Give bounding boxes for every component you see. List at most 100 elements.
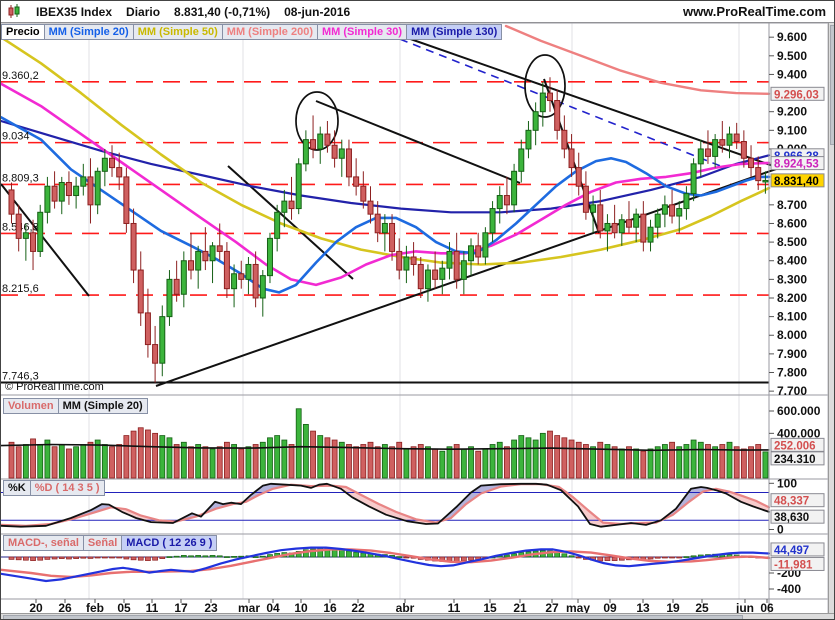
ellipse-annotation[interactable]	[524, 54, 566, 118]
macd-histogram-bar[interactable]	[597, 556, 604, 562]
candle[interactable]	[403, 256, 410, 271]
legend-item-mm-simple-20-[interactable]: MM (Simple 20)	[43, 24, 134, 40]
macd-histogram-bar[interactable]	[37, 556, 44, 561]
macd-histogram-bar[interactable]	[568, 555, 575, 558]
volume-bar[interactable]	[712, 446, 719, 479]
candle[interactable]	[94, 170, 101, 206]
macd-histogram-bar[interactable]	[396, 556, 403, 558]
macd-histogram-bar[interactable]	[202, 555, 209, 558]
volume-bar[interactable]	[188, 446, 194, 479]
candle[interactable]	[73, 185, 80, 197]
volume-bar[interactable]	[51, 446, 58, 479]
candle[interactable]	[274, 211, 281, 239]
candle[interactable]	[180, 260, 187, 295]
volume-bar[interactable]	[561, 437, 568, 479]
candle[interactable]	[525, 129, 532, 150]
candle[interactable]	[195, 250, 202, 271]
candle[interactable]	[65, 181, 72, 197]
candle[interactable]	[22, 232, 29, 239]
candle[interactable]	[266, 237, 273, 277]
macd-histogram-bar[interactable]	[690, 555, 697, 558]
macd-histogram-bar[interactable]	[224, 556, 230, 558]
candle[interactable]	[324, 133, 331, 146]
candle[interactable]	[159, 316, 166, 364]
macd-histogram-bar[interactable]	[460, 556, 467, 562]
volume-bar[interactable]	[101, 444, 108, 479]
candle[interactable]	[259, 275, 266, 299]
macd-histogram-bar[interactable]	[216, 555, 223, 558]
candle[interactable]	[482, 232, 489, 258]
volume-bar[interactable]	[310, 430, 316, 479]
volume-bar[interactable]	[180, 441, 187, 479]
candle[interactable]	[460, 260, 467, 280]
volume-bar[interactable]	[245, 446, 252, 479]
legend-item-mm-simple-130-[interactable]: MM (Simple 130)	[406, 24, 503, 40]
volume-bar[interactable]	[274, 435, 281, 479]
volume-bar[interactable]	[202, 446, 209, 479]
macd-histogram-bar[interactable]	[51, 556, 58, 560]
candle[interactable]	[432, 269, 439, 280]
volume-bar[interactable]	[166, 437, 173, 479]
macd-histogram-bar[interactable]	[683, 556, 690, 558]
volume-bar[interactable]	[482, 448, 489, 479]
macd-histogram-bar[interactable]	[611, 556, 618, 561]
candle[interactable]	[331, 144, 338, 159]
candle[interactable]	[511, 170, 518, 206]
macd-histogram-bar[interactable]	[130, 556, 137, 561]
volume-bar[interactable]	[683, 444, 690, 479]
volume-bar[interactable]	[22, 444, 29, 479]
volume-bar[interactable]	[267, 437, 273, 479]
volume-bar[interactable]	[137, 427, 144, 479]
legend-item-macd-12-26-9-[interactable]: MACD ( 12 26 9 )	[121, 535, 218, 551]
volume-bar[interactable]	[719, 444, 726, 479]
candle[interactable]	[697, 148, 704, 165]
macd-histogram-bar[interactable]	[58, 556, 65, 559]
legend-item-mm-simple-50-[interactable]: MM (Simple 50)	[132, 24, 223, 40]
trendline[interactable]	[155, 167, 780, 387]
macd-histogram-bar[interactable]	[310, 548, 316, 558]
volume-bar[interactable]	[547, 430, 553, 479]
macd-histogram-bar[interactable]	[346, 550, 352, 558]
volume-bar[interactable]	[525, 437, 532, 479]
macd-histogram-bar[interactable]	[195, 555, 202, 558]
candle[interactable]	[654, 213, 661, 228]
candle[interactable]	[317, 133, 324, 150]
candle[interactable]	[740, 141, 747, 159]
candle[interactable]	[503, 195, 510, 206]
candle[interactable]	[30, 232, 37, 252]
macd-histogram-bar[interactable]	[23, 556, 29, 561]
legend-item-mm-simple-30-[interactable]: MM (Simple 30)	[316, 24, 408, 40]
candle[interactable]	[446, 250, 453, 269]
macd-histogram-bar[interactable]	[101, 556, 108, 559]
volume-bar[interactable]	[654, 446, 661, 479]
macd-histogram-bar[interactable]	[166, 556, 173, 558]
candle[interactable]	[223, 250, 230, 290]
volume-bar[interactable]	[489, 444, 496, 479]
candle[interactable]	[353, 176, 360, 187]
candle[interactable]	[374, 213, 381, 234]
candle[interactable]	[439, 267, 446, 280]
volume-bar[interactable]	[726, 441, 733, 479]
candle[interactable]	[87, 176, 94, 206]
candle[interactable]	[625, 219, 632, 228]
volume-bar[interactable]	[173, 444, 180, 479]
candle[interactable]	[755, 167, 762, 182]
volume-bar[interactable]	[30, 438, 36, 479]
legend-item--k[interactable]: %K	[3, 480, 31, 496]
volume-bar[interactable]	[281, 439, 288, 479]
volume-bar[interactable]	[496, 441, 503, 479]
candle[interactable]	[188, 260, 194, 271]
macd-histogram-bar[interactable]	[561, 553, 568, 558]
candle[interactable]	[518, 148, 525, 172]
candle[interactable]	[554, 100, 561, 131]
macd-histogram-bar[interactable]	[504, 554, 510, 558]
volume-bar[interactable]	[669, 441, 675, 479]
volume-bar[interactable]	[338, 441, 345, 479]
volume-bar[interactable]	[403, 448, 410, 479]
volume-bar[interactable]	[453, 444, 460, 479]
volume-bar[interactable]	[647, 448, 654, 479]
macd-histogram-bar[interactable]	[259, 555, 266, 558]
volume-bar[interactable]	[568, 439, 575, 479]
macd-histogram-bar[interactable]	[44, 556, 51, 560]
legend-item-volumen[interactable]: Volumen	[3, 398, 59, 414]
